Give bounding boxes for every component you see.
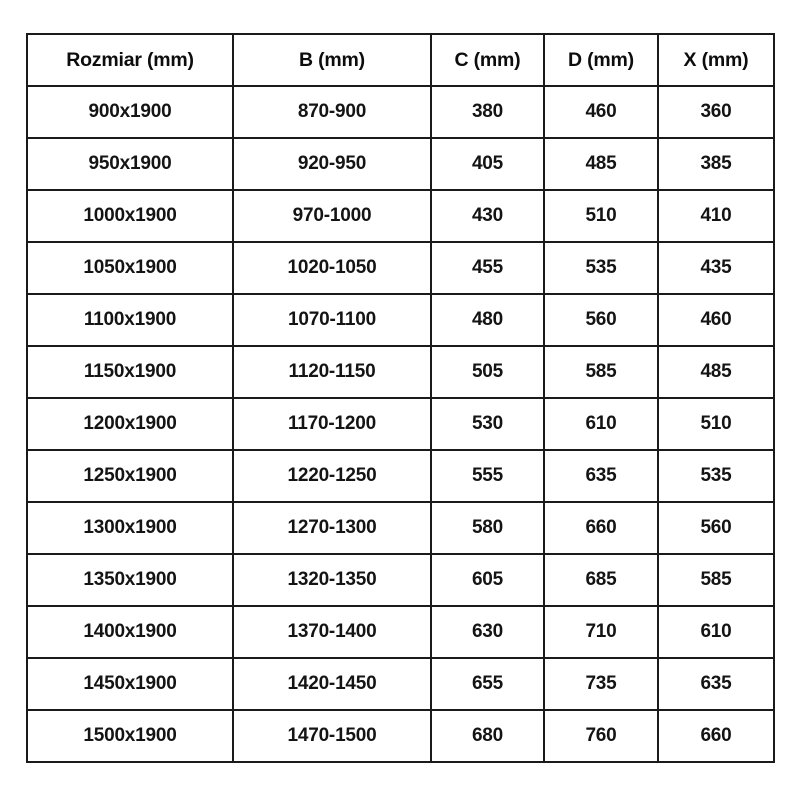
cell-c: 530	[430, 397, 545, 451]
cell-x: 435	[657, 241, 775, 295]
cell-b: 970-1000	[232, 189, 432, 243]
cell-x: 660	[657, 709, 775, 763]
cell-c: 405	[430, 137, 545, 191]
cell-x: 410	[657, 189, 775, 243]
cell-size: 1400x1900	[26, 605, 234, 659]
table-row: 1400x1900 1370-1400 630 710 610	[26, 605, 775, 659]
table-row: 950x1900 920-950 405 485 385	[26, 137, 775, 191]
cell-size: 1200x1900	[26, 397, 234, 451]
cell-b: 870-900	[232, 85, 432, 139]
cell-b: 1470-1500	[232, 709, 432, 763]
table-row: 1000x1900 970-1000 430 510 410	[26, 189, 775, 243]
cell-d: 485	[543, 137, 659, 191]
cell-size: 950x1900	[26, 137, 234, 191]
table-row: 1150x1900 1120-1150 505 585 485	[26, 345, 775, 399]
cell-x: 485	[657, 345, 775, 399]
cell-d: 660	[543, 501, 659, 555]
table-body: 900x1900 870-900 380 460 360 950x1900 920-950 4…	[26, 85, 775, 763]
cell-size: 1500x1900	[26, 709, 234, 763]
cell-d: 585	[543, 345, 659, 399]
cell-x: 510	[657, 397, 775, 451]
column-header-rozmiar: Rozmiar (mm)	[26, 33, 234, 87]
cell-b: 1420-1450	[232, 657, 432, 711]
cell-b: 1020-1050	[232, 241, 432, 295]
table-row: 1050x1900 1020-1050 455 535 435	[26, 241, 775, 295]
cell-x: 585	[657, 553, 775, 607]
cell-x: 610	[657, 605, 775, 659]
table-row: 900x1900 870-900 380 460 360	[26, 85, 775, 139]
cell-c: 655	[430, 657, 545, 711]
cell-c: 680	[430, 709, 545, 763]
cell-d: 510	[543, 189, 659, 243]
cell-d: 610	[543, 397, 659, 451]
cell-c: 455	[430, 241, 545, 295]
cell-d: 560	[543, 293, 659, 347]
cell-x: 635	[657, 657, 775, 711]
cell-x: 460	[657, 293, 775, 347]
column-header-d: D (mm)	[543, 33, 659, 87]
cell-d: 735	[543, 657, 659, 711]
cell-d: 685	[543, 553, 659, 607]
table-header: Rozmiar (mm) B (mm) C (mm) D (mm) X (mm)	[26, 33, 775, 87]
cell-b: 1070-1100	[232, 293, 432, 347]
table-row: 1350x1900 1320-1350 605 685 585	[26, 553, 775, 607]
table-row: 1450x1900 1420-1450 655 735 635	[26, 657, 775, 711]
cell-c: 380	[430, 85, 545, 139]
cell-b: 920-950	[232, 137, 432, 191]
cell-x: 560	[657, 501, 775, 555]
cell-x: 385	[657, 137, 775, 191]
cell-b: 1320-1350	[232, 553, 432, 607]
cell-c: 480	[430, 293, 545, 347]
cell-c: 430	[430, 189, 545, 243]
table-row: 1500x1900 1470-1500 680 760 660	[26, 709, 775, 763]
cell-size: 1350x1900	[26, 553, 234, 607]
cell-c: 605	[430, 553, 545, 607]
cell-d: 710	[543, 605, 659, 659]
cell-b: 1220-1250	[232, 449, 432, 503]
cell-size: 1000x1900	[26, 189, 234, 243]
table-row: 1100x1900 1070-1100 480 560 460	[26, 293, 775, 347]
column-header-x: X (mm)	[657, 33, 775, 87]
column-header-c: C (mm)	[430, 33, 545, 87]
cell-d: 635	[543, 449, 659, 503]
table-row: 1250x1900 1220-1250 555 635 535	[26, 449, 775, 503]
cell-size: 900x1900	[26, 85, 234, 139]
cell-d: 760	[543, 709, 659, 763]
table-header-row: Rozmiar (mm) B (mm) C (mm) D (mm) X (mm)	[26, 33, 775, 87]
cell-size: 1450x1900	[26, 657, 234, 711]
cell-size: 1150x1900	[26, 345, 234, 399]
cell-size: 1250x1900	[26, 449, 234, 503]
cell-b: 1370-1400	[232, 605, 432, 659]
cell-b: 1270-1300	[232, 501, 432, 555]
cell-c: 505	[430, 345, 545, 399]
cell-b: 1170-1200	[232, 397, 432, 451]
cell-c: 555	[430, 449, 545, 503]
cell-d: 460	[543, 85, 659, 139]
cell-c: 630	[430, 605, 545, 659]
table-row: 1200x1900 1170-1200 530 610 510	[26, 397, 775, 451]
column-header-b: B (mm)	[232, 33, 432, 87]
cell-size: 1050x1900	[26, 241, 234, 295]
cell-size: 1100x1900	[26, 293, 234, 347]
cell-x: 535	[657, 449, 775, 503]
size-specification-table: Rozmiar (mm) B (mm) C (mm) D (mm) X (mm)…	[26, 33, 775, 763]
cell-b: 1120-1150	[232, 345, 432, 399]
table-row: 1300x1900 1270-1300 580 660 560	[26, 501, 775, 555]
cell-size: 1300x1900	[26, 501, 234, 555]
cell-d: 535	[543, 241, 659, 295]
cell-x: 360	[657, 85, 775, 139]
cell-c: 580	[430, 501, 545, 555]
